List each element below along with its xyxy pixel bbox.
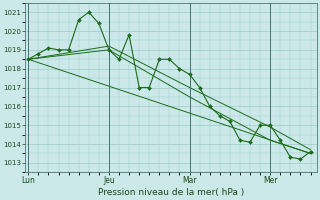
- X-axis label: Pression niveau de la mer( hPa ): Pression niveau de la mer( hPa ): [98, 188, 244, 197]
